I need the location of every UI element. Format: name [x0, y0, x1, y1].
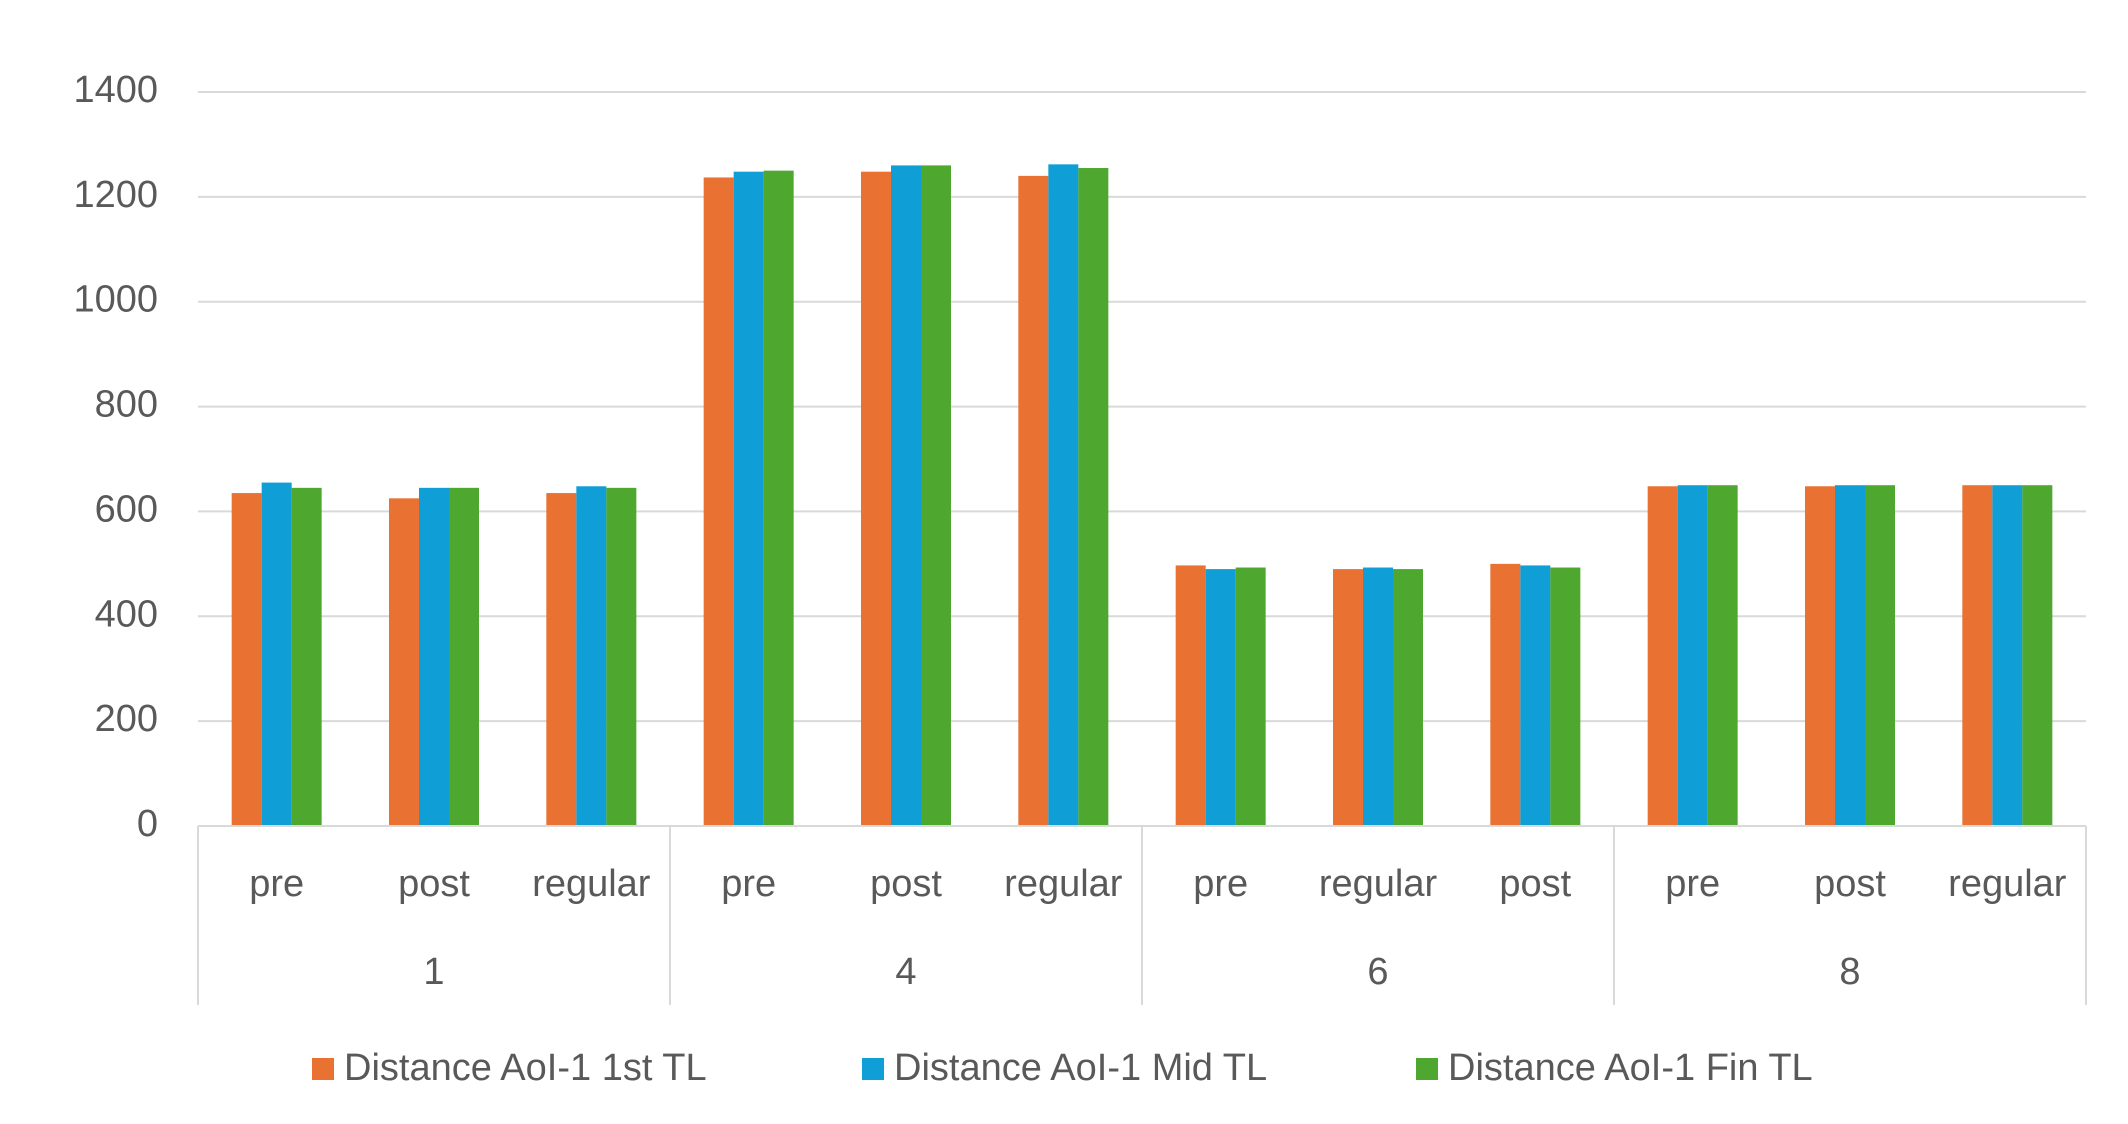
bar	[1175, 565, 1206, 826]
x-tick-label: pre	[721, 863, 776, 905]
bar	[291, 487, 322, 826]
x-tick-label: post	[870, 863, 942, 905]
bar	[1363, 567, 1393, 826]
y-tick-label: 600	[95, 488, 158, 530]
group-label: 4	[895, 951, 916, 993]
bar	[1078, 168, 1109, 826]
y-tick-label: 0	[137, 803, 158, 845]
x-tick-label: regular	[1948, 863, 2067, 905]
bar	[1962, 485, 1993, 826]
legend-label: Distance AoI-1 Mid TL	[894, 1047, 1267, 1089]
bar	[576, 486, 607, 826]
group-label: 1	[423, 951, 444, 993]
bar	[861, 171, 891, 827]
legend-marker	[862, 1058, 884, 1080]
bar	[449, 487, 479, 826]
legend-marker	[312, 1058, 334, 1080]
bar	[389, 498, 419, 826]
x-tick-label: post	[398, 863, 470, 905]
x-tick-label: regular	[1319, 863, 1438, 905]
x-tick-label: regular	[1004, 863, 1123, 905]
bar	[733, 171, 764, 827]
bar	[2022, 485, 2053, 826]
bar	[921, 165, 951, 826]
bar	[1707, 485, 1738, 826]
y-tick-label: 1400	[73, 69, 158, 111]
legend-label: Distance AoI-1 1st TL	[344, 1047, 707, 1089]
bar	[231, 493, 262, 826]
bar	[703, 177, 734, 827]
bar	[606, 487, 637, 826]
bar	[1677, 485, 1708, 826]
x-tick-label: pre	[1193, 863, 1248, 905]
bar	[763, 170, 794, 827]
y-tick-label: 1000	[73, 279, 158, 321]
y-tick-label: 400	[95, 593, 158, 635]
bar	[1205, 569, 1236, 826]
bar	[1490, 563, 1521, 826]
bar	[1393, 569, 1423, 826]
group-label: 8	[1839, 951, 1860, 993]
bar	[1647, 486, 1678, 826]
x-tick-label: regular	[532, 863, 651, 905]
bar	[419, 487, 449, 826]
bar	[1835, 485, 1865, 826]
bar	[891, 165, 921, 826]
bar	[1018, 175, 1049, 826]
legend-label: Distance AoI-1 Fin TL	[1448, 1047, 1813, 1089]
bar	[1520, 565, 1551, 826]
y-tick-label: 800	[95, 384, 158, 426]
bar	[546, 493, 577, 826]
bar	[1333, 569, 1363, 826]
group-label: 6	[1367, 951, 1388, 993]
x-tick-label: pre	[1665, 863, 1720, 905]
bar	[1235, 567, 1266, 826]
legend-marker	[1416, 1058, 1438, 1080]
x-tick-label: pre	[249, 863, 304, 905]
y-tick-label: 200	[95, 698, 158, 740]
x-tick-label: post	[1499, 863, 1571, 905]
x-tick-label: post	[1814, 863, 1886, 905]
bar	[1048, 164, 1079, 826]
bar	[1865, 485, 1895, 826]
bar	[1992, 485, 2023, 826]
bar	[261, 482, 292, 826]
y-tick-label: 1200	[73, 174, 158, 216]
bar	[1550, 567, 1581, 826]
bar	[1805, 486, 1835, 826]
